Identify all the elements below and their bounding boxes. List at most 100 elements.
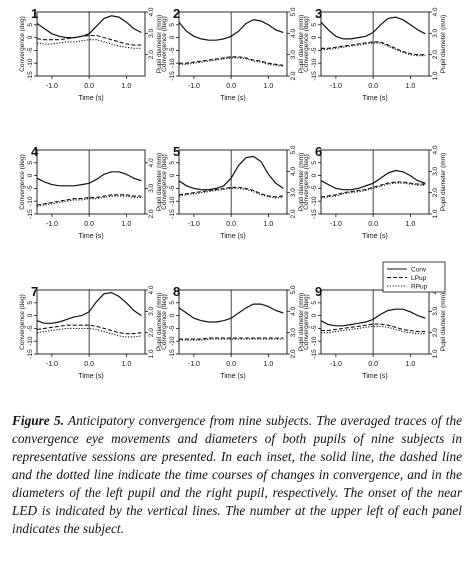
panel-4-y-tick-label: 0 — [27, 173, 34, 177]
panel-6-y-axis-label: Convergence (deg) — [303, 154, 310, 210]
panel-3-y2-axis-label: Pupil diameter (mm) — [440, 15, 447, 74]
panel-8-y2-tick-label: 3.0 — [290, 328, 297, 337]
panel-1-conv-line — [36, 15, 142, 39]
panel-5-x-tick-label: 1.0 — [264, 221, 274, 228]
panel-4-rpup-line — [36, 195, 142, 207]
panel-2-x-axis-label: Time (s) — [220, 95, 245, 102]
panel-9-x-tick-label: 1.0 — [406, 361, 416, 368]
panel-1-x-tick-label: 1.0 — [122, 83, 132, 90]
panel-3-y-tick-label: 0 — [311, 35, 318, 39]
panel-7-y-tick-label: 5 — [27, 301, 34, 305]
panel-6-y-tick-label: -5 — [311, 185, 318, 191]
panel-7-x-axis-label: Time (s) — [78, 373, 103, 380]
panel-2-rpup-line — [179, 57, 284, 67]
panel-2-number: 2 — [173, 6, 180, 21]
panel-7-y2-tick-label: 4.0 — [148, 285, 155, 294]
panel-9-rpup-line — [321, 325, 426, 335]
panel-8-y2-tick-label: 4.0 — [290, 306, 297, 315]
legend-label-rpup: RPup — [411, 284, 428, 291]
panel-8-y-tick-label: -15 — [169, 349, 176, 359]
panel-6-rpup-line — [320, 182, 426, 199]
panel-5-x-axis-label: Time (s) — [220, 233, 245, 240]
panel-3-number: 3 — [315, 6, 322, 21]
panel-5-y-tick-label: -5 — [169, 185, 176, 191]
panel-3-y-tick-label: -15 — [311, 71, 318, 81]
panel-6-x-axis-label: Time (s) — [362, 233, 387, 240]
panel-9-y2-axis-label: Pupil diameter (mm) — [440, 293, 447, 352]
panel-2-y2-tick-label: 5.0 — [290, 7, 297, 16]
panel-4-y2-tick-label: 3.0 — [148, 184, 155, 193]
panel-9-y-tick-label: -10 — [311, 336, 318, 346]
panel-6-conv-line — [320, 169, 426, 191]
panel-4-y-tick-label: 5 — [27, 161, 34, 165]
panel-5-y2-tick-label: 3.0 — [290, 188, 297, 197]
panel-8-lpup-line — [179, 337, 284, 340]
panel-5-x-tick-label: -1.0 — [188, 221, 200, 228]
panel-3-y-tick-label: 5 — [311, 23, 318, 27]
panel-8-number: 8 — [173, 284, 180, 299]
panel-1-y-axis-label: Convergence (deg) — [19, 16, 26, 72]
panel-2-y-tick-label: 5 — [169, 23, 176, 27]
panel-5-y2-axis-label: Pupil diameter (mm) — [298, 153, 305, 212]
panel-1-rpup-line — [36, 39, 142, 49]
caption-text: Anticipatory convergence from nine subje… — [12, 413, 462, 536]
panel-1-y2-tick-label: 2.0 — [148, 50, 155, 59]
panel-5-conv-line — [178, 155, 284, 191]
panel-6-x-tick-label: 1.0 — [406, 221, 416, 228]
panel-2-y-axis-label: Convergence (deg) — [161, 16, 168, 72]
panel-8-frame — [178, 289, 288, 355]
panel-9-x-axis-label: Time (s) — [362, 373, 387, 380]
legend-box — [382, 261, 446, 293]
panel-8-x-tick-label: 0.0 — [226, 361, 236, 368]
panel-1-y2-tick-label: 3.0 — [148, 28, 155, 37]
panel-8-y-tick-label: 5 — [169, 301, 176, 305]
panel-6-y2-tick-label: 3.0 — [432, 166, 439, 175]
panel-3-y-tick-label: -5 — [311, 47, 318, 53]
panel-4-y2-tick-label: 4.0 — [148, 158, 155, 167]
panel-7-y-tick-label: -5 — [27, 325, 34, 331]
panel-4-x-axis-label: Time (s) — [78, 233, 103, 240]
panel-2-conv-line — [178, 19, 284, 41]
panel-7-x-tick-label: -1.0 — [46, 361, 58, 368]
panel-2-x-tick-label: 0.0 — [226, 83, 236, 90]
panel-2-y2-tick-label: 2.0 — [290, 71, 297, 80]
panel-5-number: 5 — [173, 144, 180, 159]
panel-4-x-tick-label: 0.0 — [84, 221, 94, 228]
panel-4-y-tick-label: -10 — [27, 196, 34, 206]
panel-7-y2-tick-label: 2.0 — [148, 328, 155, 337]
panel-8-x-tick-label: -1.0 — [188, 361, 200, 368]
panel-7-rpup-line — [36, 327, 142, 338]
panel-8-rpup-line — [179, 338, 284, 341]
figure-caption: Figure 5. Anticipatory convergence from … — [12, 412, 462, 538]
panel-9-y2-tick-label: 3.0 — [432, 306, 439, 315]
panel-6-y-tick-label: 0 — [311, 173, 318, 177]
panel-5-y-axis-label: Convergence (deg) — [161, 154, 168, 210]
panel-1-x-tick-label: 0.0 — [84, 83, 94, 90]
panel-9-y-tick-label: 5 — [311, 301, 318, 305]
panel-2-y-tick-label: -15 — [169, 71, 176, 81]
panel-7-x-tick-label: 1.0 — [122, 361, 132, 368]
panel-9-x-tick-label: -1.0 — [330, 361, 342, 368]
panel-3-rpup-line — [321, 42, 426, 57]
panel-7-y2-axis-label: Pupil diameter (mm) — [156, 293, 163, 352]
panel-5-y-tick-label: -10 — [169, 196, 176, 206]
panel-9-y2-tick-label: 1.0 — [432, 349, 439, 358]
panel-1-y2-tick-label: 4.0 — [148, 7, 155, 16]
panel-7-number: 7 — [31, 284, 38, 299]
panel-5-rpup-line — [178, 187, 284, 199]
panel-7-x-tick-label: 0.0 — [84, 361, 94, 368]
panel-7-y2-tick-label: 1.0 — [148, 349, 155, 358]
panel-1-frame — [36, 11, 146, 77]
panel-9-y-tick-label: -15 — [311, 349, 318, 359]
panel-5-y2-tick-label: 4.0 — [290, 166, 297, 175]
panel-1-x-axis-label: Time (s) — [78, 95, 103, 102]
panel-1-number: 1 — [31, 6, 38, 21]
panel-8-y-tick-label: -10 — [169, 336, 176, 346]
panel-8-y2-tick-label: 5.0 — [290, 285, 297, 294]
panel-3-y-tick-label: -10 — [311, 58, 318, 68]
panel-7-y2-tick-label: 3.0 — [148, 306, 155, 315]
panel-5-x-tick-label: 0.0 — [226, 221, 236, 228]
panel-6-frame — [320, 149, 430, 215]
panel-6-y2-axis-label: Pupil diameter (mm) — [440, 153, 447, 212]
panel-6-y-tick-label: -10 — [311, 196, 318, 206]
